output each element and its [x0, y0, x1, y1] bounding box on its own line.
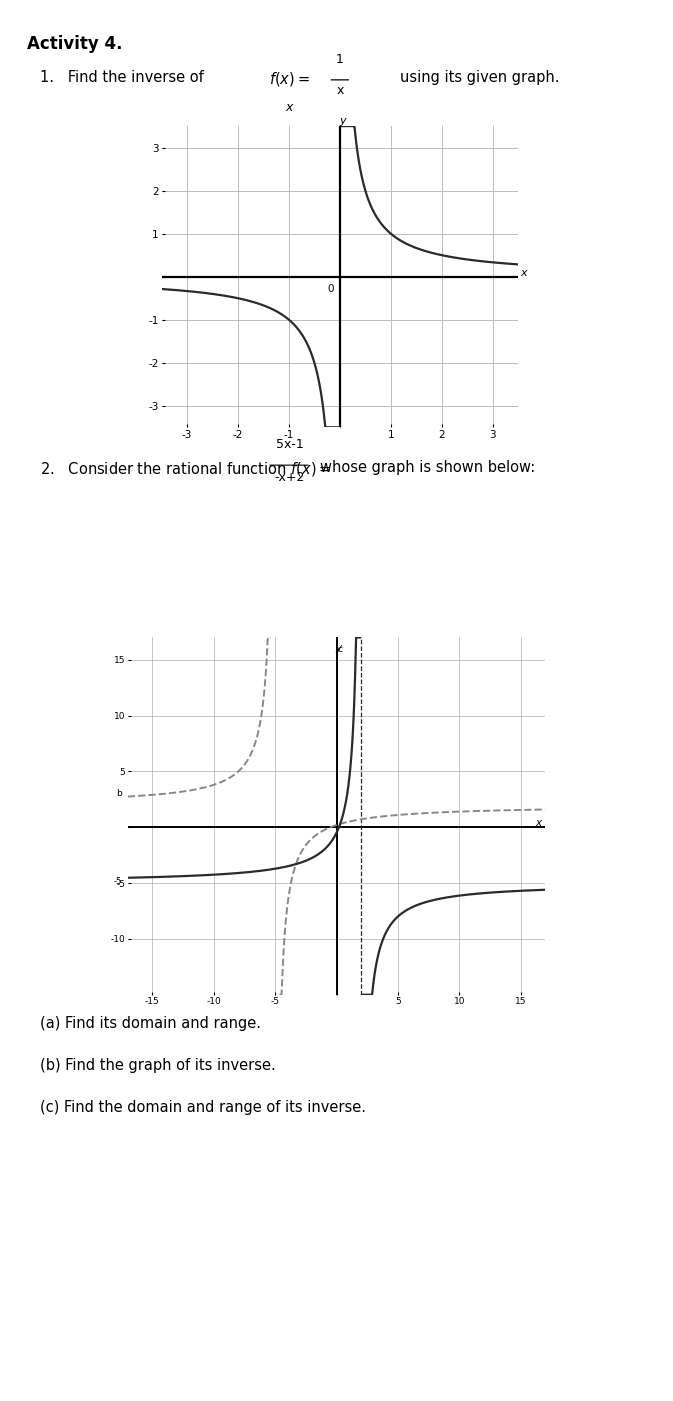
Text: Activity 4.: Activity 4. [27, 35, 122, 53]
Text: y: y [335, 643, 341, 653]
Text: x: x [521, 268, 528, 279]
Text: x: x [336, 84, 343, 97]
Text: (b) Find the graph of its inverse.: (b) Find the graph of its inverse. [40, 1058, 276, 1073]
Text: whose graph is shown below:: whose graph is shown below: [320, 460, 535, 475]
Text: 1.   Find the inverse of: 1. Find the inverse of [40, 70, 209, 85]
Text: (c) Find the domain and range of its inverse.: (c) Find the domain and range of its inv… [40, 1100, 366, 1115]
Text: (a) Find its domain and range.: (a) Find its domain and range. [40, 1016, 261, 1031]
Text: y: y [339, 116, 346, 126]
Text: x: x [535, 818, 541, 828]
Text: 1: 1 [336, 53, 344, 66]
Text: x: x [286, 101, 293, 113]
Text: -x+2: -x+2 [274, 471, 305, 483]
Text: 0: 0 [328, 284, 334, 294]
Text: c: c [338, 644, 343, 654]
Text: using its given graph.: using its given graph. [400, 70, 560, 85]
Text: b: b [116, 789, 122, 797]
Text: 5x-1: 5x-1 [275, 439, 304, 451]
Text: 2.   Consider the rational function $f(x)=$: 2. Consider the rational function $f(x)=… [40, 460, 332, 478]
Text: -5: -5 [114, 877, 122, 885]
Text: $f(x)=$: $f(x)=$ [269, 70, 310, 88]
